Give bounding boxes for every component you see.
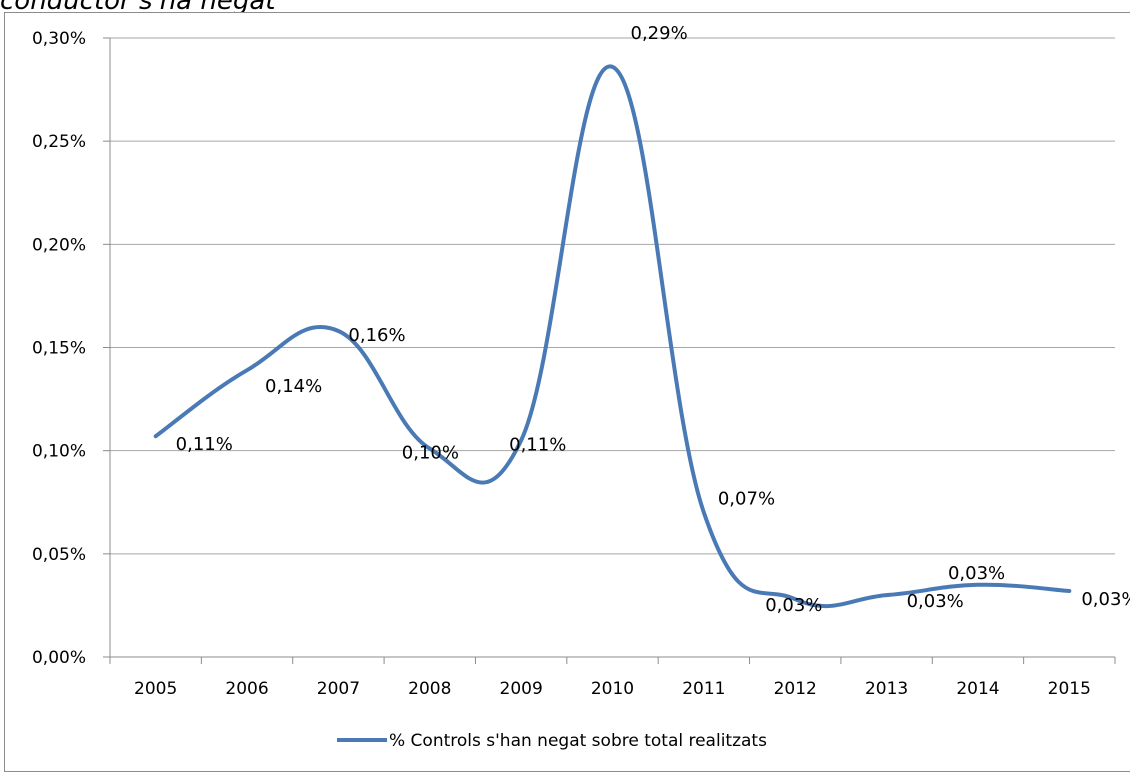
data-label: 0,29%: [631, 23, 688, 44]
x-tick-label: 2005: [134, 679, 177, 699]
legend-label: % Controls s'han negat sobre total reali…: [389, 731, 767, 751]
x-tick-label: 2014: [956, 679, 999, 699]
y-tick-label: 0,30%: [32, 29, 86, 49]
data-point: [245, 368, 249, 372]
x-tick-label: 2009: [500, 679, 543, 699]
data-label: 0,16%: [348, 325, 405, 346]
x-tick-label: 2008: [408, 679, 451, 699]
data-point: [611, 65, 615, 69]
y-tick-label: 0,20%: [32, 235, 86, 255]
y-tick-label: 0,00%: [32, 648, 86, 668]
y-tick-label: 0,05%: [32, 545, 86, 565]
data-label: 0,03%: [1081, 589, 1130, 610]
data-label: 0,03%: [765, 595, 822, 616]
x-tick-label: 2012: [774, 679, 817, 699]
data-label: 0,11%: [176, 434, 233, 455]
data-point: [885, 593, 889, 597]
x-tick-label: 2007: [317, 679, 360, 699]
x-tick-label: 2015: [1048, 679, 1091, 699]
data-point: [154, 434, 158, 438]
data-point: [1067, 589, 1071, 593]
y-tick-label: 0,15%: [32, 339, 86, 359]
x-tick-label: 2010: [591, 679, 634, 699]
y-tick-label: 0,10%: [32, 442, 86, 462]
data-label: 0,10%: [402, 443, 459, 464]
x-tick-label: 2011: [682, 679, 725, 699]
x-tick-label: 2013: [865, 679, 908, 699]
data-label: 0,03%: [907, 591, 964, 612]
x-tick-label: 2006: [225, 679, 268, 699]
data-label: 0,11%: [509, 434, 566, 455]
y-tick-label: 0,25%: [32, 132, 86, 152]
data-label: 0,14%: [265, 376, 322, 397]
data-label: 0,07%: [718, 489, 775, 510]
data-point: [702, 511, 706, 515]
data-label: 0,03%: [948, 563, 1005, 584]
series-line: [153, 64, 1072, 609]
data-point: [336, 329, 340, 333]
